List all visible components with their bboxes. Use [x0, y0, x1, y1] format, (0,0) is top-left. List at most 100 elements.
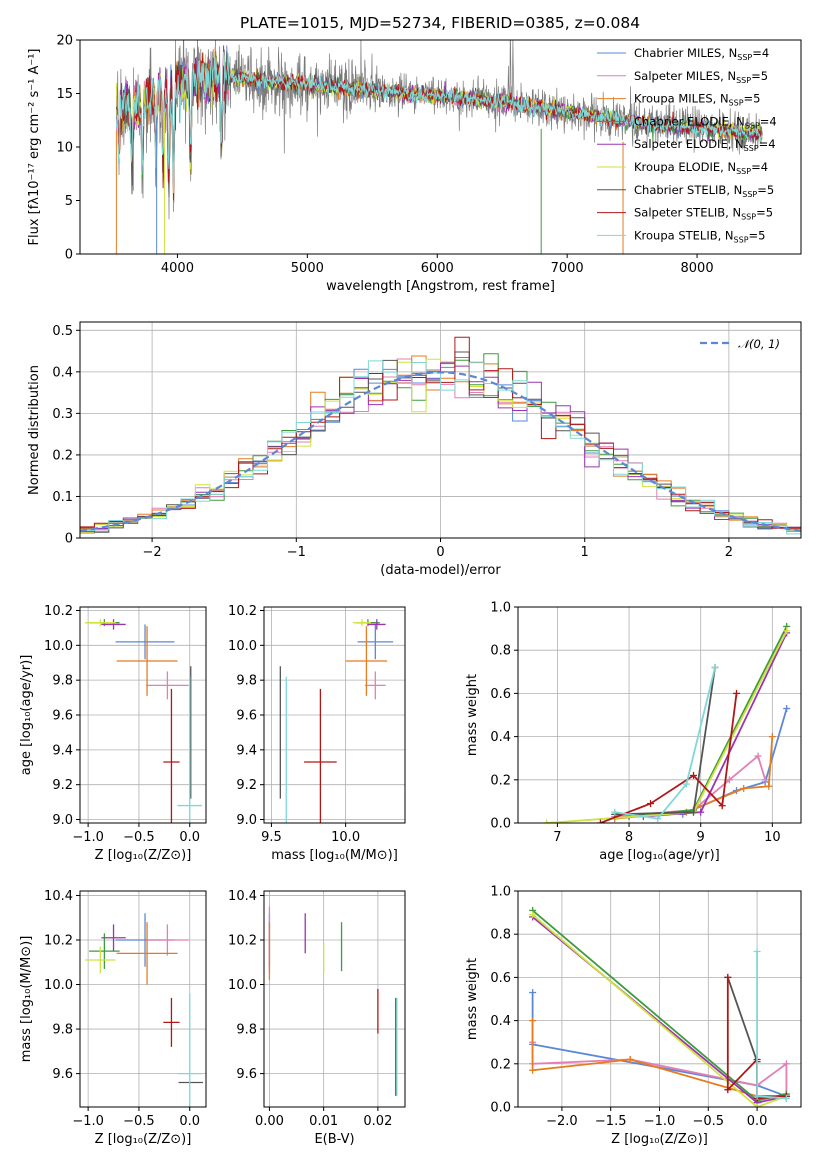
data-point-marker: [690, 808, 698, 816]
legend-label: Salpeter STELIB, NSSP=5: [634, 206, 773, 222]
data-point-marker: [783, 627, 791, 635]
y-tick-label: 5: [65, 194, 73, 209]
y-tick-label: 10.0: [44, 639, 73, 654]
mass_weight_vs_Z-axes: −2.0 −1.5 −1.0 −0.5 0.0 0.0 0.2 0.4 0.6 0.8 1.0 Z […: [465, 885, 802, 1147]
errorbar-point: [85, 946, 116, 974]
y-tick-label: 0.0: [490, 1101, 511, 1116]
age_vs_mass-plot-area: [279, 619, 394, 823]
legend-label: Chabrier ELODIE, NSSP=4: [634, 114, 777, 130]
data-point-marker: [754, 752, 762, 760]
x-tick-label: 0.02: [363, 1114, 392, 1129]
y-tick-label: 0.4: [52, 365, 73, 380]
x-tick-label: 9.5: [261, 830, 282, 845]
residual_histogram-axes: −2 −1 0 1 2 0 0.1 0.2 0.3 0.4 0.5 (data-model)/erro…: [27, 321, 802, 578]
age_vs_mass-axes: 9.5 10.0 9.0 9.2 9.4 9.6 9.8 10.0 10.2 mass [log₁…: [228, 604, 406, 863]
errorbar-point: [115, 624, 175, 660]
y-tick-label: 9.4: [236, 743, 257, 758]
y-tick-label: 0.8: [490, 644, 511, 659]
age_vs_Z-plot-area: [85, 619, 202, 823]
mass_vs_EBV-plot-area: [268, 906, 398, 1096]
data-point-marker: [724, 973, 732, 981]
y-tick-label: 0: [65, 248, 73, 263]
age_vs_Z-axes: −1.0 −0.5 0.0 9.0 9.2 9.4 9.6 9.8 10.0 10.2 Z [log…: [19, 604, 207, 863]
errorbar-point: [116, 626, 178, 696]
y-tick-label: 0.2: [490, 1057, 511, 1072]
legend-label: Kroupa MILES, NSSP=5: [634, 92, 760, 108]
mass_vs_Z-plot-area: [85, 913, 203, 1107]
data-point-marker: [682, 780, 690, 788]
y-tick-label: 9.2: [52, 778, 73, 793]
data-point-marker: [765, 782, 773, 790]
legend-label: Chabrier MILES, NSSP=4: [634, 46, 769, 62]
y-tick-label: 0.4: [490, 1014, 511, 1029]
normal-reference-curve: [80, 371, 801, 532]
legend-label: Kroupa STELIB, NSSP=5: [634, 228, 765, 244]
y-tick-label: 0.2: [490, 773, 511, 788]
data-point-marker: [543, 819, 551, 823]
x-tick-label: −0.5: [123, 1114, 155, 1129]
x-tick-label: 4000: [161, 261, 194, 276]
errorbar-point: [146, 671, 189, 700]
errorbar-point: [353, 619, 371, 627]
data-point-marker: [782, 1094, 790, 1102]
residual-histogram-series: [80, 360, 801, 535]
y-tick-label: 10.2: [44, 604, 73, 619]
data-point-marker: [753, 1092, 761, 1100]
data-point-marker: [725, 776, 733, 784]
spectrum-plot-area: [115, 40, 763, 254]
data-point-marker: [753, 1103, 761, 1107]
x-tick-label: 6000: [421, 261, 454, 276]
x-axis-label: Z [log₁₀(Z/Z⊙)]: [95, 1132, 192, 1147]
x-axis-label: Z [log₁₀(Z/Z⊙)]: [611, 1132, 708, 1147]
x-tick-label: 9: [697, 830, 705, 845]
y-tick-label: 0.1: [52, 490, 73, 505]
data-point-marker: [690, 771, 698, 779]
errorbar-point: [163, 688, 180, 823]
y-tick-label: 9.8: [236, 674, 257, 689]
y-axis-label: mass weight: [465, 958, 480, 1040]
x-tick-label: 0.01: [309, 1114, 338, 1129]
residual-histogram-series: [80, 358, 801, 534]
errorbar-point: [364, 671, 386, 700]
y-tick-label: 10.4: [228, 889, 257, 904]
y-tick-label: 10.0: [228, 978, 257, 993]
y-tick-label: 0.0: [490, 817, 511, 832]
y-tick-label: 9.8: [52, 674, 73, 689]
model-spectrum: [115, 53, 763, 194]
spectrum-legend: Chabrier MILES, NSSP=4 Salpeter MILES, NS…: [597, 46, 777, 244]
legend-label: 𝒩(0, 1): [738, 337, 780, 351]
y-tick-label: 0.4: [490, 730, 511, 745]
legend-label: Salpeter ELODIE, NSSP=4: [634, 137, 776, 153]
data-point-marker: [711, 663, 719, 671]
y-tick-label: 9.6: [236, 709, 257, 724]
x-tick-label: −0.5: [123, 830, 155, 845]
x-tick-label: 5000: [291, 261, 324, 276]
mass_vs_Z-axes: −1.0 −0.5 0.0 9.6 9.8 10.0 10.2 10.4 Z [log₁₀(Z/…: [19, 889, 207, 1147]
errorbar-point: [177, 676, 202, 823]
residual_histogram-plot-area: [80, 336, 801, 535]
x-axis-label: Z [log₁₀(Z/Z⊙)]: [95, 848, 192, 863]
data-point-marker: [761, 776, 769, 784]
errorbar-point: [304, 688, 337, 823]
y-tick-label: 15: [56, 87, 73, 102]
spectrum-axes: 4000 5000 6000 7000 8000 0 5 10 15 20 wavelength […: [27, 34, 802, 294]
y-axis-label: age [log₁₀(age/yr)]: [19, 655, 34, 776]
y-tick-label: 10.0: [228, 639, 257, 654]
x-tick-label: 2: [725, 545, 733, 560]
x-tick-label: 0.0: [747, 1114, 768, 1129]
data-point-marker: [697, 808, 705, 816]
y-tick-label: 1.0: [490, 601, 511, 616]
data-point-marker: [783, 705, 791, 713]
x-axis-label: age [log₁₀(age/yr)]: [599, 848, 720, 863]
y-tick-label: 10.2: [228, 933, 257, 948]
mass_weight_vs_Z-plot-area: [529, 906, 790, 1107]
data-point-marker: [718, 802, 726, 810]
legend-label: Salpeter MILES, NSSP=5: [634, 69, 768, 85]
x-tick-label: 0: [436, 545, 444, 560]
data-point-marker: [626, 1055, 634, 1063]
data-point-marker: [529, 1017, 537, 1025]
mass-weight-series: [532, 914, 787, 1107]
x-axis-label: (data-model)/error: [380, 563, 501, 578]
mass_weight_vs_age-axes: 7 8 9 10 0.0 0.2 0.4 0.6 0.8 1.0 age [log₁₀(age/yr…: [465, 601, 802, 863]
